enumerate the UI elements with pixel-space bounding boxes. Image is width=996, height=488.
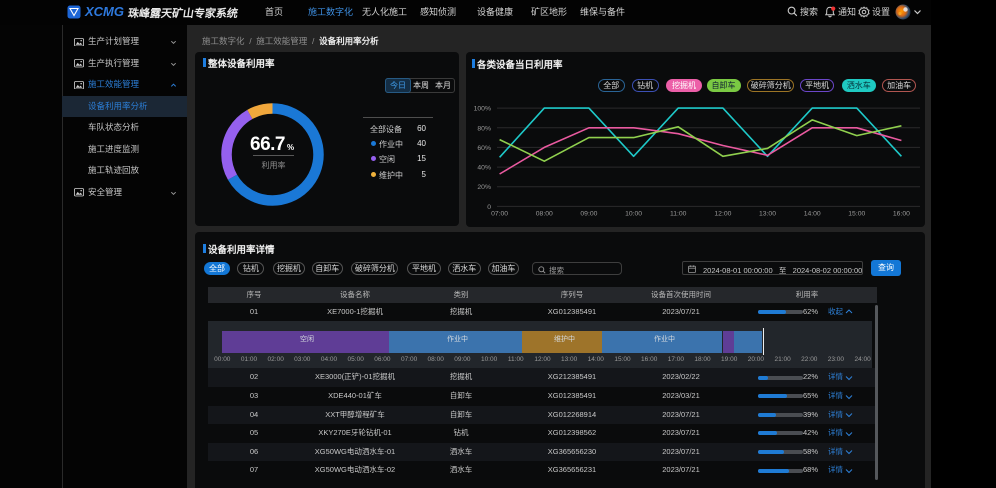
svg-text:16:00: 16:00 xyxy=(893,211,910,218)
svg-text:40%: 40% xyxy=(477,165,491,172)
svg-text:12:00: 12:00 xyxy=(714,211,731,218)
svg-text:13:00: 13:00 xyxy=(759,211,776,218)
svg-text:14:00: 14:00 xyxy=(804,211,821,218)
svg-text:11:00: 11:00 xyxy=(670,211,687,218)
svg-text:07:00: 07:00 xyxy=(491,211,508,218)
svg-text:20%: 20% xyxy=(477,184,491,191)
svg-text:10:00: 10:00 xyxy=(625,211,642,218)
svg-text:80%: 80% xyxy=(477,125,491,132)
svg-text:08:00: 08:00 xyxy=(536,211,553,218)
svg-text:60%: 60% xyxy=(477,145,491,152)
svg-text:100%: 100% xyxy=(474,106,491,113)
svg-text:0: 0 xyxy=(487,204,491,211)
svg-text:15:00: 15:00 xyxy=(848,211,865,218)
svg-text:09:00: 09:00 xyxy=(580,211,597,218)
